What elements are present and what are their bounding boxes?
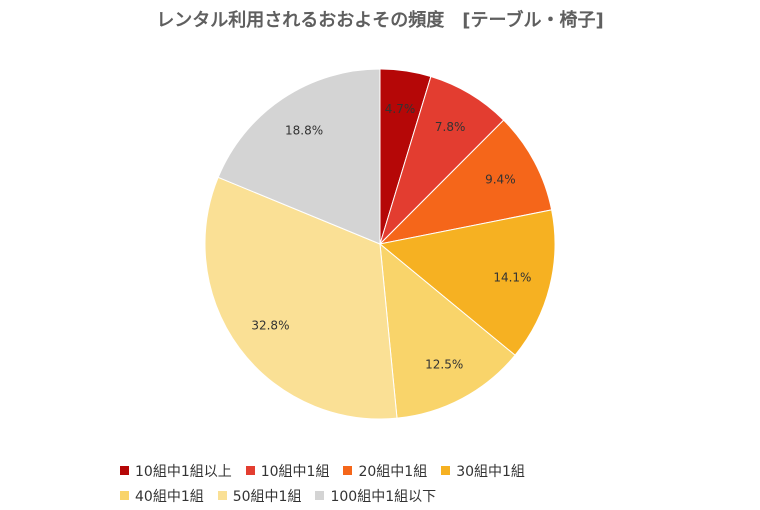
slice-label: 32.8% bbox=[251, 318, 289, 332]
slice-label: 18.8% bbox=[285, 124, 323, 138]
pie-slice bbox=[378, 209, 556, 356]
legend-row: 40組中1組 50組中1組 100組中1組以下 bbox=[120, 483, 640, 508]
chart-title: レンタル利用されるおおよその頻度 [テーブル・椅子] bbox=[156, 10, 604, 31]
legend-swatch bbox=[120, 491, 129, 500]
legend-item: 10組中1組以上 bbox=[120, 461, 232, 481]
legend-item: 30組中1組 bbox=[441, 461, 525, 481]
slice-label: 4.7% bbox=[385, 102, 416, 116]
legend-label: 50組中1組 bbox=[232, 488, 302, 505]
slice-label: 12.5% bbox=[425, 357, 463, 371]
legend-item: 50組中1組 bbox=[217, 486, 302, 506]
legend-label: 100組中1組以下 bbox=[330, 488, 437, 505]
legend-item: 10組中1組 bbox=[245, 461, 330, 481]
legend-swatch bbox=[217, 491, 227, 500]
legend-swatch bbox=[315, 491, 325, 500]
legend-row: 10組中1組以上 10組中1組 20組中1組 30組中1組 bbox=[120, 458, 640, 483]
legend: 10組中1組以上 10組中1組 20組中1組 30組中1組 40組中1組 50組中1組 1… bbox=[120, 458, 640, 508]
legend-item: 20組中1組 bbox=[343, 461, 427, 481]
slice-label: 14.1% bbox=[493, 270, 531, 284]
legend-swatch bbox=[343, 466, 353, 475]
legend-label: 20組中1組 bbox=[358, 463, 428, 480]
legend-label: 40組中1組 bbox=[135, 488, 204, 505]
pie-slice bbox=[217, 68, 381, 245]
legend-item: 40組中1組 bbox=[120, 486, 204, 506]
legend-swatch bbox=[245, 466, 255, 475]
legend-swatch bbox=[120, 466, 129, 475]
pie-slice bbox=[204, 176, 398, 420]
slice-label: 7.8% bbox=[435, 120, 466, 134]
legend-label: 30組中1組 bbox=[456, 463, 525, 480]
slice-label: 9.4% bbox=[485, 173, 516, 187]
legend-item: 100組中1組以下 bbox=[315, 486, 436, 506]
legend-label: 10組中1組 bbox=[260, 463, 330, 480]
legend-swatch bbox=[441, 466, 451, 475]
pie-slice bbox=[379, 242, 516, 419]
pie-slice bbox=[378, 119, 553, 245]
legend-label: 10組中1組以上 bbox=[135, 463, 232, 480]
